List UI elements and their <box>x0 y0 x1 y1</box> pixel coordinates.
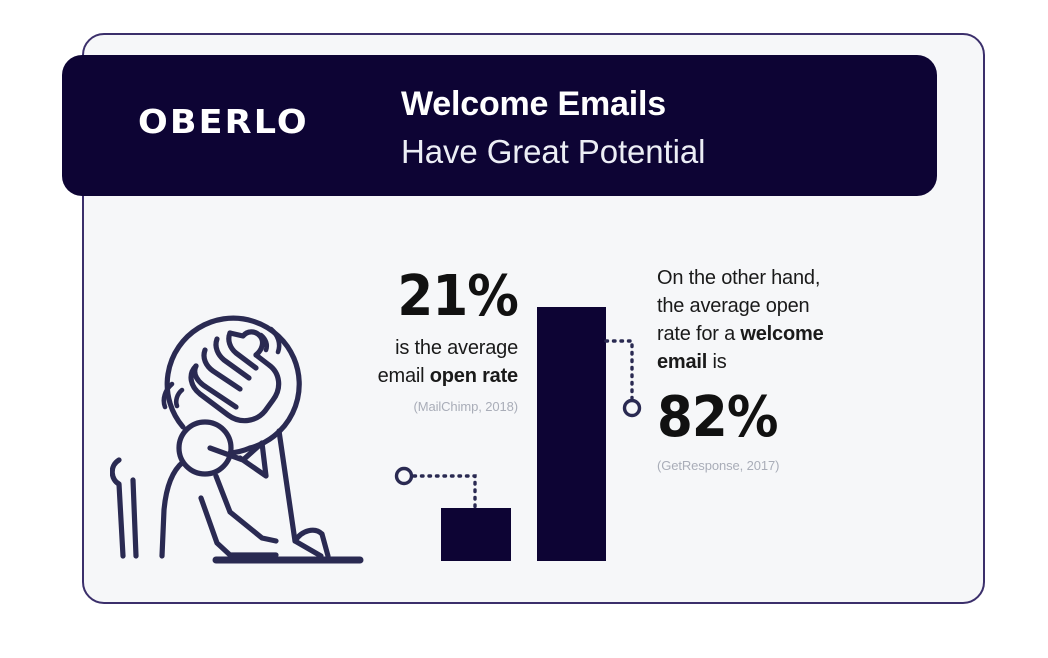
right-stat-value: 82% <box>657 385 778 450</box>
person-body <box>159 459 186 559</box>
oberlo-logo: OBERLO <box>138 102 309 141</box>
bar-welcome-open-rate <box>537 307 606 561</box>
left-stat-desc-line2-normal: email <box>377 365 430 387</box>
left-stat-desc-line2-bold: open rate <box>429 365 518 387</box>
right-stat-desc-line4-bold: email <box>657 351 708 373</box>
header-banner: OBERLO Welcome Emails Have Great Potenti… <box>62 55 937 196</box>
header-titles: Welcome Emails Have Great Potential <box>401 81 705 175</box>
right-stat-block: On the other hand, the average open rate… <box>657 264 897 476</box>
left-stat-block: 21% is the average email open rate (Mail… <box>336 264 519 417</box>
right-stat-desc-line4-normal: is <box>707 351 727 373</box>
left-stat-desc-line1: is the average <box>395 337 518 359</box>
right-stat-desc-line3-bold: welcome <box>740 323 824 345</box>
right-stat-desc-line2: the average open <box>657 295 810 317</box>
header-title-line2: Have Great Potential <box>401 133 706 170</box>
left-stat-value: 21% <box>397 264 518 329</box>
bar-average-open-rate <box>441 508 511 561</box>
left-stat-source: (MailChimp, 2018) <box>413 399 518 414</box>
person-at-desk-illustration <box>109 288 370 580</box>
right-stat-source: (GetResponse, 2017) <box>657 458 780 473</box>
left-stat-description: is the average email open rate <box>336 334 519 390</box>
person-head <box>176 419 234 477</box>
header-title-line1: Welcome Emails <box>401 85 666 123</box>
right-stat-description: On the other hand, the average open rate… <box>657 264 897 376</box>
speech-bubble-outline <box>164 315 302 451</box>
chair-back <box>109 457 126 559</box>
person-arm <box>213 473 279 544</box>
right-stat-desc-line1: On the other hand, <box>657 267 821 289</box>
right-stat-desc-line3-normal: rate for a <box>657 323 741 345</box>
